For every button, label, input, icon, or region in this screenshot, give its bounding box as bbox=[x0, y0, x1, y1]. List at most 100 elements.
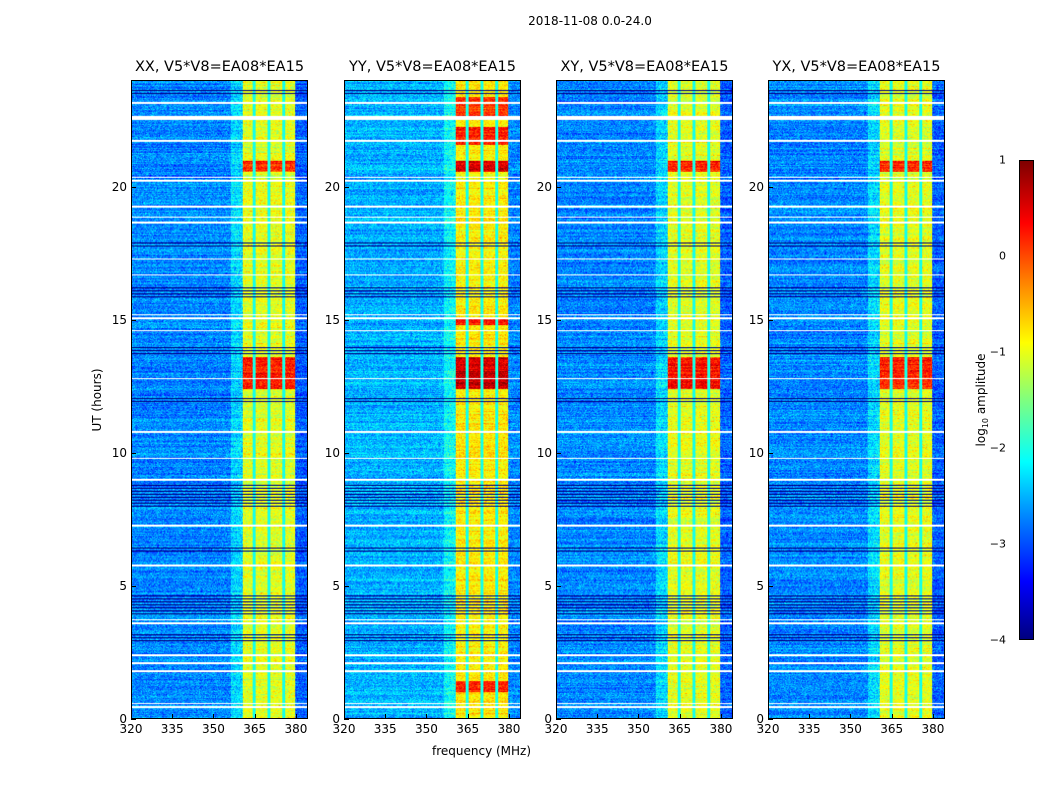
x-tick-mark bbox=[556, 714, 557, 719]
x-tick-mark bbox=[720, 714, 722, 719]
x-tick-label: 335 bbox=[373, 722, 397, 736]
y-tick-mark bbox=[556, 452, 561, 454]
colorbar bbox=[1019, 160, 1034, 640]
heatmap-image bbox=[769, 81, 944, 718]
x-tick-label: 365 bbox=[880, 722, 904, 736]
x-tick-label: 365 bbox=[243, 722, 267, 736]
x-tick-mark bbox=[385, 714, 387, 719]
y-tick-mark bbox=[344, 319, 349, 321]
y-tick-label: 0 bbox=[332, 712, 340, 726]
heatmap-image bbox=[345, 81, 520, 718]
x-tick-label: 335 bbox=[160, 722, 184, 736]
x-tick-label: 350 bbox=[627, 722, 650, 736]
y-tick-mark bbox=[131, 186, 136, 188]
x-tick-label: 335 bbox=[797, 722, 821, 736]
x-tick-label: 380 bbox=[709, 722, 733, 736]
heatmap-panel bbox=[556, 80, 733, 719]
x-tick-mark bbox=[508, 714, 510, 719]
y-tick-label: 5 bbox=[119, 578, 127, 593]
x-tick-mark bbox=[891, 714, 893, 719]
x-tick-mark bbox=[213, 714, 215, 719]
heatmap-panel bbox=[131, 80, 308, 719]
x-tick-mark bbox=[295, 714, 297, 719]
y-tick-mark bbox=[556, 319, 561, 321]
figure-title: 2018-11-08 0.0-24.0 bbox=[528, 14, 652, 28]
heatmap-panel bbox=[344, 80, 521, 719]
y-tick-mark bbox=[131, 319, 136, 321]
y-tick-label: 10 bbox=[111, 445, 127, 460]
x-tick-mark bbox=[638, 714, 640, 719]
y-tick-label: 5 bbox=[544, 578, 552, 593]
y-tick-label: 0 bbox=[119, 712, 127, 726]
x-tick-label: 320 bbox=[756, 722, 780, 736]
x-tick-mark bbox=[426, 714, 428, 719]
colorbar-tick-label: −3 bbox=[989, 537, 1006, 551]
panel-title: YY, V5*V8=EA08*EA15 bbox=[349, 59, 516, 75]
colorbar-tick-label: −4 bbox=[989, 633, 1006, 647]
y-tick-label: 5 bbox=[332, 578, 340, 593]
x-tick-mark bbox=[131, 714, 132, 719]
x-tick-mark bbox=[679, 714, 681, 719]
heatmap-image bbox=[132, 81, 307, 718]
x-tick-mark bbox=[850, 714, 852, 719]
panel-title: XY, V5*V8=EA08*EA15 bbox=[560, 59, 729, 75]
y-tick-label: 15 bbox=[748, 312, 764, 327]
x-tick-label: 350 bbox=[415, 722, 438, 736]
y-tick-mark bbox=[344, 719, 349, 720]
y-tick-mark bbox=[131, 719, 136, 720]
y-tick-mark bbox=[768, 585, 773, 587]
y-tick-label: 5 bbox=[756, 578, 764, 593]
heatmap-panel bbox=[768, 80, 945, 719]
x-tick-label: 350 bbox=[839, 722, 862, 736]
y-tick-mark bbox=[768, 186, 773, 188]
heatmap-image bbox=[557, 81, 732, 718]
y-tick-label: 15 bbox=[536, 312, 552, 327]
colorbar-tick-label: 0 bbox=[999, 249, 1006, 263]
y-tick-label: 0 bbox=[756, 712, 764, 726]
y-tick-mark bbox=[768, 319, 773, 321]
y-axis-label: UT (hours) bbox=[90, 368, 104, 432]
y-tick-mark bbox=[344, 585, 349, 587]
x-tick-label: 365 bbox=[456, 722, 480, 736]
x-tick-label: 320 bbox=[544, 722, 568, 736]
y-tick-mark bbox=[131, 452, 136, 454]
x-tick-mark bbox=[597, 714, 599, 719]
y-tick-mark bbox=[344, 186, 349, 188]
y-tick-mark bbox=[556, 719, 561, 720]
y-tick-label: 15 bbox=[111, 312, 127, 327]
colorbar-tick-label: −1 bbox=[989, 345, 1006, 359]
y-tick-label: 0 bbox=[544, 712, 552, 726]
x-tick-label: 380 bbox=[497, 722, 521, 736]
y-tick-label: 20 bbox=[536, 179, 552, 194]
x-tick-label: 335 bbox=[585, 722, 609, 736]
x-tick-mark bbox=[467, 714, 469, 719]
colorbar-tick-label: 1 bbox=[999, 153, 1006, 167]
y-tick-label: 15 bbox=[324, 312, 340, 327]
x-tick-label: 320 bbox=[332, 722, 356, 736]
x-tick-label: 380 bbox=[284, 722, 308, 736]
y-tick-label: 10 bbox=[324, 445, 340, 460]
y-tick-label: 10 bbox=[748, 445, 764, 460]
panel-title: YX, V5*V8=EA08*EA15 bbox=[772, 59, 941, 75]
panel-title: XX, V5*V8=EA08*EA15 bbox=[134, 59, 305, 75]
x-tick-label: 350 bbox=[202, 722, 225, 736]
x-tick-label: 365 bbox=[668, 722, 692, 736]
y-tick-label: 20 bbox=[111, 179, 127, 194]
y-tick-mark bbox=[131, 585, 136, 587]
x-tick-label: 320 bbox=[119, 722, 143, 736]
x-tick-mark bbox=[254, 714, 256, 719]
y-tick-mark bbox=[768, 452, 773, 454]
colorbar-label: log10 amplitude bbox=[973, 353, 991, 447]
y-tick-mark bbox=[556, 186, 561, 188]
y-tick-mark bbox=[344, 452, 349, 454]
y-tick-mark bbox=[556, 585, 561, 587]
x-tick-mark bbox=[172, 714, 174, 719]
colorbar-tick-label: −2 bbox=[989, 441, 1006, 455]
x-tick-mark bbox=[932, 714, 934, 719]
x-tick-mark bbox=[344, 714, 345, 719]
x-tick-mark bbox=[768, 714, 769, 719]
x-tick-mark bbox=[809, 714, 811, 719]
y-tick-mark bbox=[768, 719, 773, 720]
x-tick-label: 380 bbox=[921, 722, 945, 736]
y-tick-label: 20 bbox=[324, 179, 340, 194]
